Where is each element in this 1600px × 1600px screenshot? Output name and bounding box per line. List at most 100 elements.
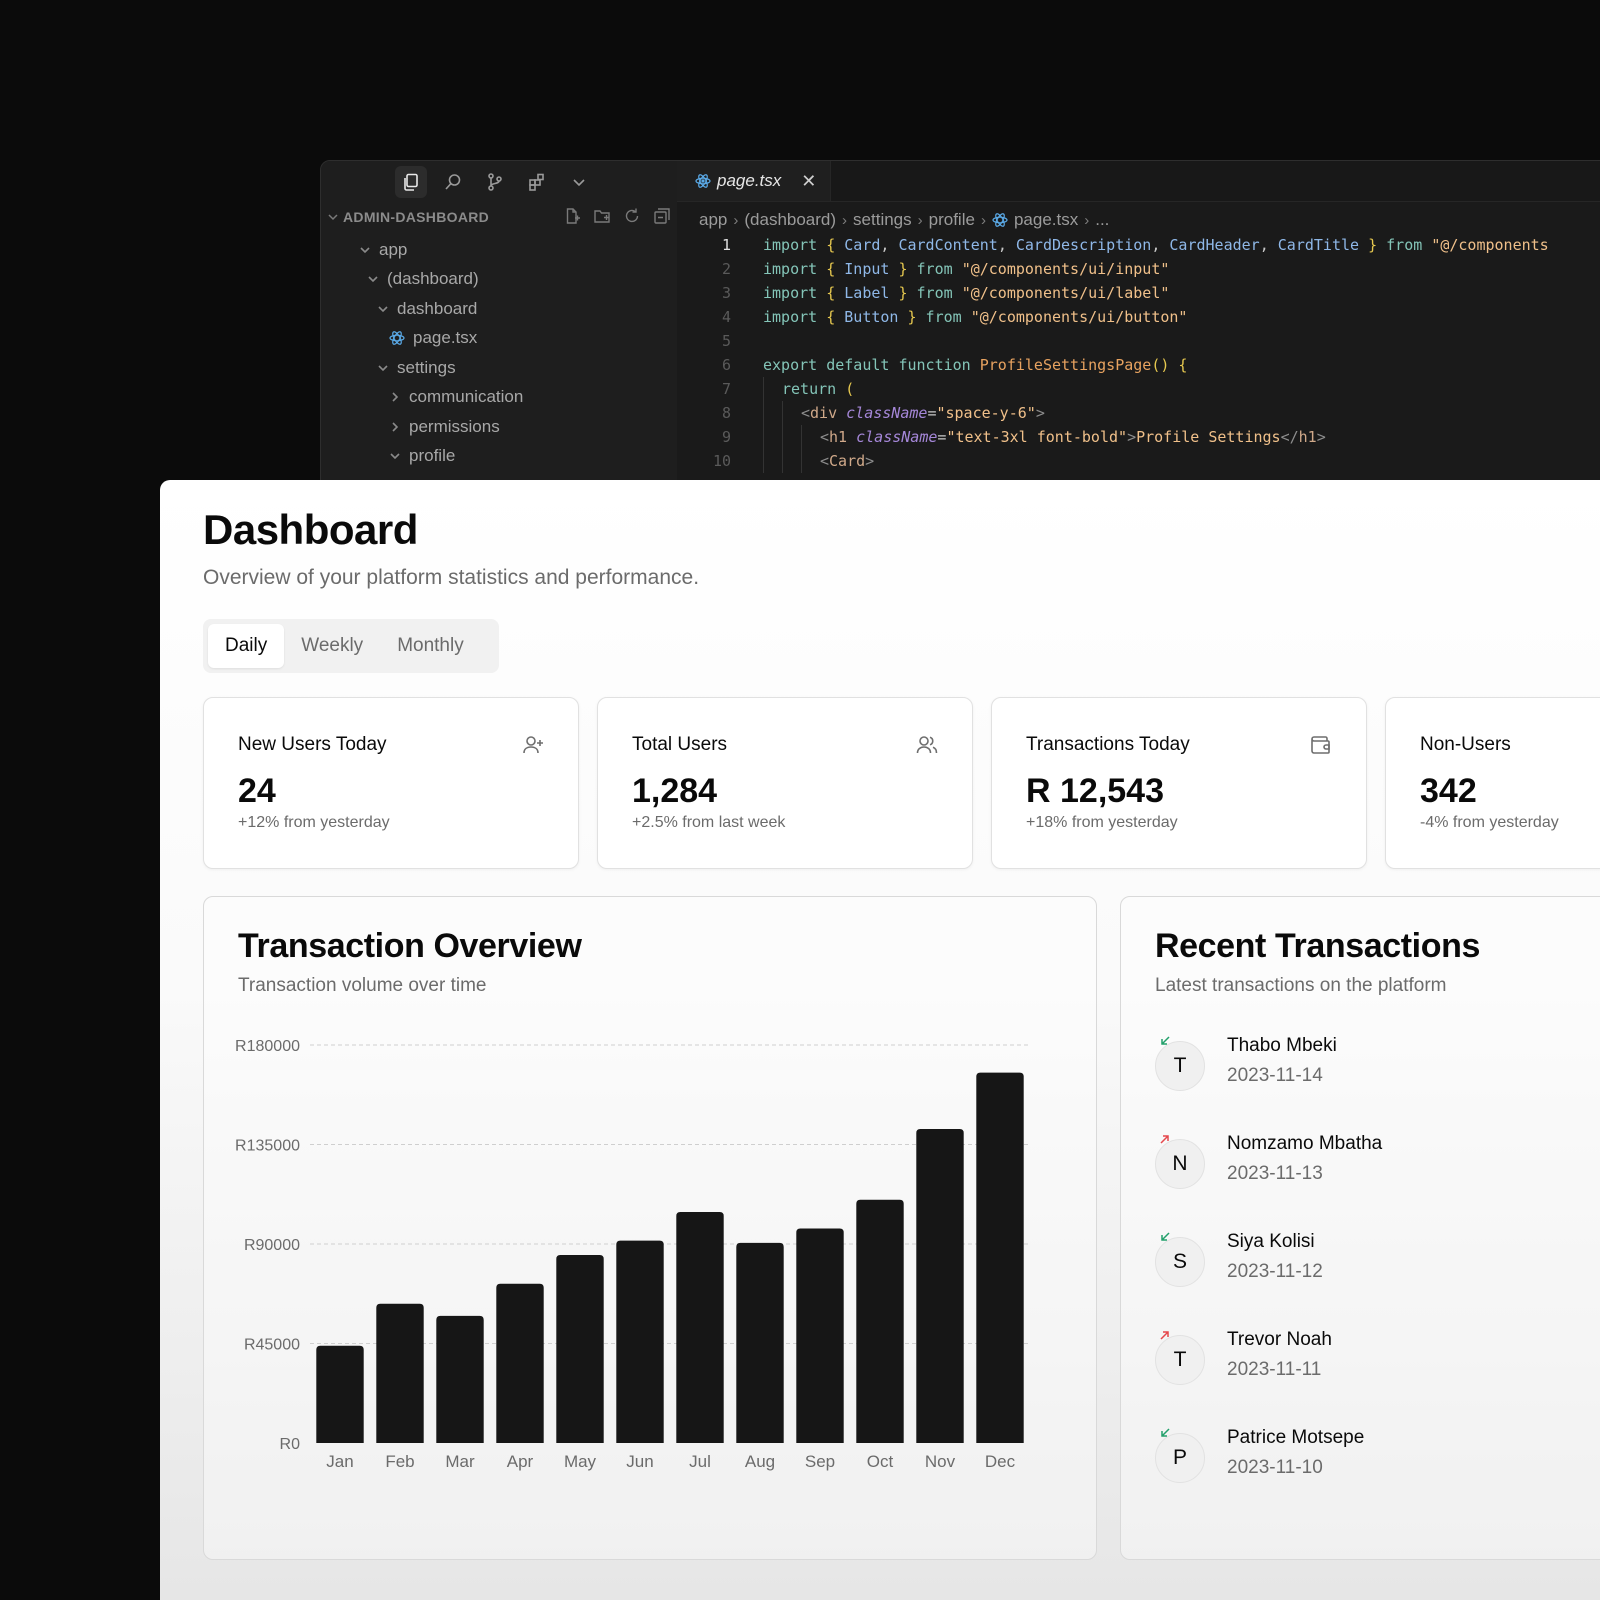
breadcrumb-item[interactable]: (dashboard) <box>744 210 837 229</box>
avatar-initial: P <box>1172 1446 1187 1469</box>
bar-feb[interactable] <box>376 1303 424 1443</box>
new-file-icon[interactable] <box>563 207 581 225</box>
bar-sep[interactable] <box>796 1228 844 1443</box>
editor-pane: page.tsx ✕ app › (dashboard) › settings › prof… <box>677 161 1600 481</box>
tab-daily[interactable]: Daily <box>208 624 285 668</box>
line-number: 6 <box>721 356 731 374</box>
refresh-icon[interactable] <box>623 207 641 225</box>
code-token: = <box>937 428 947 446</box>
transaction-date: 2023-11-12 <box>1227 1261 1323 1282</box>
code-token: div <box>810 404 847 422</box>
indent-guide <box>763 449 782 473</box>
x-tick-label: Nov <box>925 1452 956 1471</box>
breadcrumb-item[interactable]: profile <box>928 210 975 229</box>
code-token: { <box>826 284 845 302</box>
code-token: } <box>889 284 908 302</box>
stat-change: +18% from yesterday <box>1026 814 1178 831</box>
code-token: Card <box>844 236 881 254</box>
line-number: 9 <box>721 428 731 446</box>
line-number: 7 <box>721 380 731 398</box>
chevron-right-icon: › <box>917 211 923 229</box>
bar-jun[interactable] <box>616 1240 664 1443</box>
tree-item[interactable]: (dashboard) <box>321 265 677 295</box>
bar-apr[interactable] <box>496 1283 544 1443</box>
new-folder-icon[interactable] <box>593 207 611 225</box>
stat-label: Total Users <box>632 734 728 755</box>
breadcrumb-item[interactable]: ... <box>1095 210 1110 229</box>
explorer-button[interactable] <box>395 166 427 198</box>
code-token: = <box>927 404 937 422</box>
transaction-item[interactable]: N Nomzamo Mbatha 2023-11-13 <box>1155 1133 1555 1193</box>
breadcrumb-item[interactable]: settings <box>853 210 912 229</box>
code-area[interactable]: 1 import { Card, CardContent, CardDescrip… <box>677 233 1600 473</box>
bar-nov[interactable] <box>916 1129 964 1443</box>
bar-may[interactable] <box>556 1255 604 1443</box>
y-tick-label: R180000 <box>235 1038 300 1055</box>
chevron-right-icon <box>389 391 401 403</box>
tree-item[interactable]: profile <box>321 442 677 472</box>
tab-monthly[interactable]: Monthly <box>397 635 464 656</box>
tree-item-label: profile <box>409 446 456 466</box>
code-token: { <box>826 236 845 254</box>
bar-aug[interactable] <box>736 1242 784 1443</box>
files-icon <box>404 173 418 191</box>
breadcrumb-item[interactable]: app <box>699 210 728 229</box>
tree-item[interactable]: page.tsx <box>321 324 677 354</box>
line-number: 10 <box>712 452 731 470</box>
bar-jan[interactable] <box>316 1345 364 1443</box>
line-number: 4 <box>721 308 731 326</box>
transaction-name: Siya Kolisi <box>1227 1231 1315 1252</box>
react-icon <box>992 212 1008 228</box>
transaction-name: Nomzamo Mbatha <box>1227 1133 1383 1154</box>
code-token: Button <box>844 308 899 326</box>
more-views-button[interactable] <box>563 166 595 198</box>
transaction-item[interactable]: T Trevor Noah 2023-11-11 <box>1155 1329 1555 1389</box>
breadcrumb: app › (dashboard) › settings › profile › page.ts… <box>677 208 1600 232</box>
breadcrumb-item[interactable]: page.tsx <box>1013 210 1079 229</box>
code-token: > <box>1127 428 1137 446</box>
indent-guide <box>763 377 782 401</box>
transaction-date: 2023-11-10 <box>1227 1457 1323 1478</box>
tab-label: page.tsx <box>717 171 782 190</box>
source-control-button[interactable] <box>479 166 511 198</box>
tree-item[interactable]: permissions <box>321 412 677 442</box>
indent-guide <box>801 425 820 449</box>
tree-item[interactable]: settings <box>321 353 677 383</box>
tab-weekly[interactable]: Weekly <box>301 635 364 656</box>
code-token: import <box>763 308 827 326</box>
x-tick-label: Oct <box>867 1452 894 1471</box>
tree-item-label: app <box>379 239 408 259</box>
code-token: "@/components/ui/label" <box>961 284 1170 302</box>
explorer-header[interactable]: ADMIN-DASHBOARD <box>321 205 677 229</box>
line-number: 8 <box>721 404 731 422</box>
code-token: Card <box>829 452 866 470</box>
bar-oct[interactable] <box>856 1199 904 1443</box>
bar-jul[interactable] <box>676 1211 724 1443</box>
tab-page-tsx[interactable]: page.tsx ✕ <box>677 161 832 201</box>
search-button[interactable] <box>437 166 469 198</box>
x-tick-label: Feb <box>385 1452 414 1471</box>
bar-mar[interactable] <box>436 1315 484 1443</box>
close-icon[interactable]: ✕ <box>801 170 817 191</box>
tree-item[interactable]: dashboard <box>321 294 677 324</box>
code-line: 5 <box>677 329 1600 353</box>
x-tick-label: Apr <box>507 1452 534 1471</box>
chevron-right-icon <box>389 421 401 433</box>
code-token: import <box>763 284 827 302</box>
user-plus-icon <box>522 734 544 756</box>
tree-item[interactable]: app <box>321 235 677 265</box>
stat-label: New Users Today <box>238 734 387 755</box>
transaction-item[interactable]: P Patrice Motsepe 2023-11-10 <box>1155 1427 1555 1487</box>
transaction-date: 2023-11-11 <box>1227 1359 1322 1380</box>
collapse-all-icon[interactable] <box>653 207 671 225</box>
extensions-button[interactable] <box>521 166 553 198</box>
tree-item[interactable]: communication <box>321 383 677 413</box>
y-tick-label: R45000 <box>244 1337 300 1354</box>
code-token: "space-y-6" <box>936 404 1036 422</box>
explorer-sidebar: ADMIN-DASHBOARD app (dashboard) dashboard p… <box>321 161 678 481</box>
code-token: from <box>1377 236 1432 254</box>
code-token: </ <box>1280 428 1299 446</box>
transaction-item[interactable]: S Siya Kolisi 2023-11-12 <box>1155 1231 1555 1291</box>
transaction-item[interactable]: T Thabo Mbeki 2023-11-14 <box>1155 1035 1555 1095</box>
bar-dec[interactable] <box>976 1072 1024 1443</box>
